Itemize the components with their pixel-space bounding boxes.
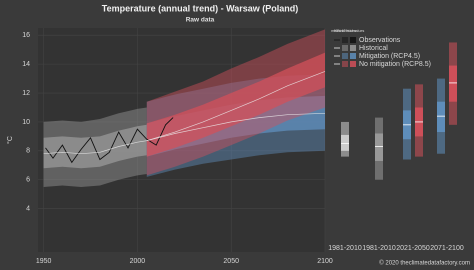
legend-swatch-90 [342,45,348,51]
y-tick-label: 4 [26,205,30,212]
legend-swatch-90 [342,53,348,59]
chart-title: Temperature (annual trend) - Warsaw (Pol… [102,3,299,13]
footer: © 2020 theclimatedatafactory.com [379,260,470,267]
box-60 [341,134,349,151]
legend-label: No mitigation (RCP8.5) [359,61,431,68]
x-tick-label: 1950 [36,258,52,265]
period-label: 1981-2010 [362,245,396,252]
legend-swatch-60 [350,37,356,43]
period-label: 1981-2010 [328,245,362,252]
y-tick-label: 8 [26,148,30,155]
y-tick-label: 16 [22,32,30,39]
x-tick-label: 2050 [223,258,239,265]
y-axis-label: °C [6,136,14,144]
x-tick-label: 2100 [317,258,333,265]
legend-swatch-90 [342,37,348,43]
band-60 [146,52,325,157]
median-line [43,140,147,155]
median-line [146,112,326,142]
y-tick-label: 14 [22,61,30,68]
legend-label: Mitigation (RCP4.5) [359,53,420,60]
y-tick-label: 6 [26,177,30,184]
legend-label: Observations [359,37,401,44]
observation-line [45,117,174,164]
legend-swatch-60 [350,61,356,67]
median-line [146,71,326,142]
legend-header: median [331,29,343,33]
x-tick-label: 2000 [130,258,146,265]
y-tick-label: 12 [22,90,30,97]
legend-swatch-60 [350,45,356,51]
chart-subtitle: Raw data [186,17,215,24]
legend-header: 60% of values [342,29,365,33]
legend-swatch-60 [350,53,356,59]
box-60 [375,133,383,161]
legend-header: 90% of values [334,29,357,33]
legend-swatch-90 [342,61,348,67]
legend-label: Historical [359,45,388,52]
box-60 [437,101,445,133]
period-label: 2021-2050 [396,245,430,252]
box-60 [449,65,457,102]
y-tick-label: 10 [22,119,30,126]
period-label: 2071-2100 [430,245,464,252]
